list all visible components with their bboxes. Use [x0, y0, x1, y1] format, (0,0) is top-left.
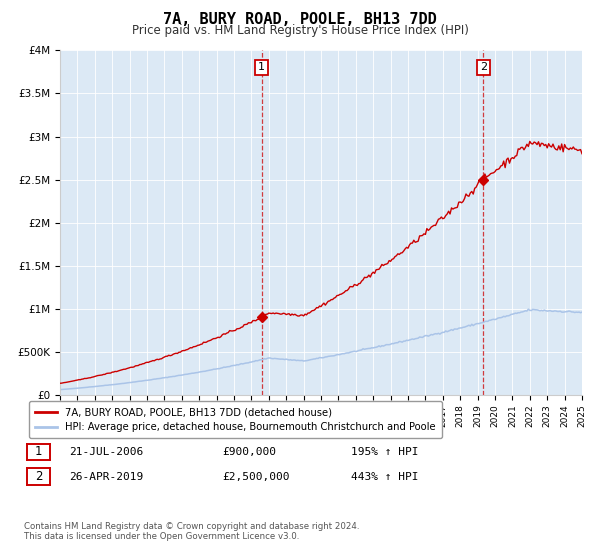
- Text: 1: 1: [35, 445, 42, 459]
- Text: 21-JUL-2006: 21-JUL-2006: [69, 447, 143, 458]
- Text: 1: 1: [258, 63, 265, 72]
- Text: Price paid vs. HM Land Registry's House Price Index (HPI): Price paid vs. HM Land Registry's House …: [131, 24, 469, 37]
- Text: 26-APR-2019: 26-APR-2019: [69, 472, 143, 482]
- Text: 7A, BURY ROAD, POOLE, BH13 7DD: 7A, BURY ROAD, POOLE, BH13 7DD: [163, 12, 437, 27]
- Text: 2: 2: [480, 63, 487, 72]
- Text: £900,000: £900,000: [222, 447, 276, 458]
- Text: Contains HM Land Registry data © Crown copyright and database right 2024.
This d: Contains HM Land Registry data © Crown c…: [24, 522, 359, 542]
- Text: 2: 2: [35, 470, 42, 483]
- Text: 443% ↑ HPI: 443% ↑ HPI: [351, 472, 419, 482]
- Legend: 7A, BURY ROAD, POOLE, BH13 7DD (detached house), HPI: Average price, detached ho: 7A, BURY ROAD, POOLE, BH13 7DD (detached…: [29, 402, 442, 438]
- Text: 195% ↑ HPI: 195% ↑ HPI: [351, 447, 419, 458]
- Text: £2,500,000: £2,500,000: [222, 472, 290, 482]
